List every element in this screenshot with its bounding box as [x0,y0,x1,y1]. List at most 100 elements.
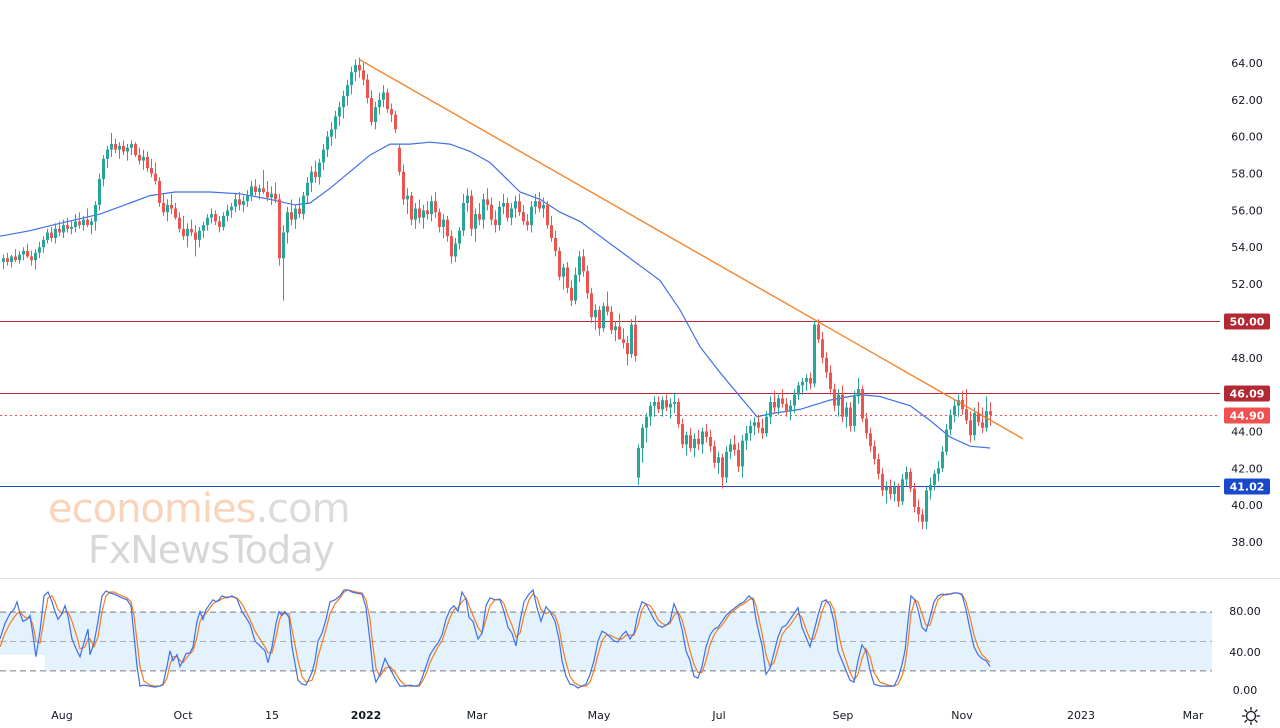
price-tick-label: 56.00 [1231,204,1263,217]
candle [558,247,561,281]
stochastic-d-line[interactable] [0,589,991,687]
candle [54,223,57,244]
candle [753,416,756,436]
time-tick-label: Mar [1183,709,1204,722]
horizontal-levels[interactable] [0,321,1220,487]
candle [522,204,525,226]
time-tick-label: May [588,709,611,722]
candle [270,186,273,205]
time-tick-label: 2023 [1067,709,1095,722]
candle [518,193,521,216]
candle [889,479,892,500]
candle [122,140,125,156]
time-axis[interactable]: Aug Oct 15 2022 Mar May Jul Sep Nov 2023 Mar [51,709,1204,722]
candle [382,85,385,108]
candle [242,195,245,213]
candle [298,197,301,218]
candle [174,203,177,220]
watermark-brand: economies.com [48,486,350,532]
candle [134,142,137,157]
stochastic-band [45,611,1212,671]
candle [234,193,237,213]
candle [677,398,680,428]
moving-average-path[interactable] [0,141,991,449]
resistance-46-tag: 46.09 [1224,385,1270,402]
candle [929,477,932,500]
candle [306,177,309,204]
candle [614,320,617,342]
candle [610,306,613,334]
stochastic-oscillator-pane[interactable] [0,588,1212,689]
candle [669,398,672,419]
candle [757,414,760,434]
candle [258,184,261,200]
candle [214,210,217,226]
candle [829,365,832,395]
candle [626,335,629,366]
descending-trendline-path[interactable] [358,58,1024,440]
candle [769,396,772,425]
candle [861,385,864,423]
candle [530,201,533,233]
candle [590,287,593,323]
candle [909,468,912,493]
candle [362,63,365,86]
candle [6,252,9,266]
time-tick-label: 2022 [351,709,382,722]
candle [202,221,205,239]
candle [102,155,105,187]
candle [789,400,792,421]
candle [474,208,477,242]
candle [526,214,529,231]
candle [542,197,545,218]
candle [78,212,81,229]
candle [330,121,333,146]
gear-icon [1241,706,1261,726]
candle [218,215,221,233]
candle [981,407,984,434]
price-tick-label: 54.00 [1231,241,1263,254]
stochastic-k-line[interactable] [0,588,991,689]
candle [446,215,449,242]
candle [641,424,644,463]
candle [941,446,944,472]
candle [566,261,569,294]
candle [502,193,505,215]
candlesticks[interactable] [2,57,992,530]
candle [146,151,149,172]
candle [418,199,421,224]
candle [198,226,201,248]
candle [554,230,557,257]
candle [86,208,89,227]
candle [837,389,840,417]
settings-button[interactable] [1240,705,1262,727]
candle [969,411,972,443]
candle [90,217,93,235]
candle [821,331,824,364]
price-axis[interactable]: 64.00 62.00 60.00 58.00 56.00 54.00 52.00 48.00… [1231,57,1263,549]
candle [813,320,816,388]
candle [182,215,185,240]
candle [917,499,920,522]
moving-average-line[interactable] [0,141,991,449]
candle [737,442,740,472]
candle [841,385,844,423]
candle [945,424,948,456]
candle [62,219,65,239]
candle [833,383,836,412]
svg-text:50.00: 50.00 [1230,316,1265,329]
candle [498,201,501,231]
candle [709,429,712,452]
candle [877,453,880,480]
candle [50,226,53,242]
candle [905,466,908,487]
trendline[interactable] [358,58,1024,440]
candle [142,149,145,170]
candle [110,133,113,157]
candle [350,66,353,95]
candle [162,193,165,216]
candle [210,208,213,224]
candle [226,204,229,222]
